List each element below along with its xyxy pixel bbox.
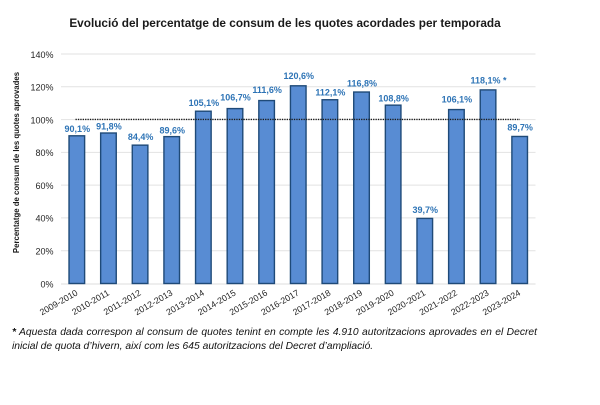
svg-text:111,6%: 111,6%	[252, 85, 282, 95]
svg-text:112,1%: 112,1%	[315, 88, 345, 98]
svg-text:116,8%: 116,8%	[347, 78, 377, 88]
svg-text:120,6%: 120,6%	[283, 71, 314, 81]
svg-text:89,7%: 89,7%	[507, 122, 533, 132]
svg-text:90,1%: 90,1%	[65, 124, 91, 134]
svg-text:140%: 140%	[30, 50, 53, 60]
svg-text:91,8%: 91,8%	[96, 122, 122, 132]
svg-text:0%: 0%	[40, 279, 53, 289]
svg-text:120%: 120%	[30, 83, 53, 93]
svg-text:106,7%: 106,7%	[220, 93, 251, 103]
svg-text:84,4%: 84,4%	[128, 132, 154, 142]
svg-text:Percentatge de consum de les q: Percentatge de consum de les quotes apro…	[12, 71, 21, 253]
svg-text:Evolució del percentatge de co: Evolució del percentatge de consum de le…	[69, 16, 501, 30]
svg-text:89,6%: 89,6%	[159, 125, 185, 135]
svg-text:108,8%: 108,8%	[378, 94, 409, 104]
svg-text:39,7%: 39,7%	[413, 205, 439, 215]
svg-text:40%: 40%	[35, 214, 53, 224]
svg-text:80%: 80%	[35, 148, 53, 158]
svg-text:20%: 20%	[35, 247, 53, 257]
svg-text:118,1% *: 118,1% *	[471, 76, 508, 86]
svg-text:106,1%: 106,1%	[442, 94, 473, 104]
svg-text:60%: 60%	[35, 181, 53, 191]
svg-text:100%: 100%	[30, 115, 53, 125]
svg-text:105,1%: 105,1%	[189, 98, 220, 108]
